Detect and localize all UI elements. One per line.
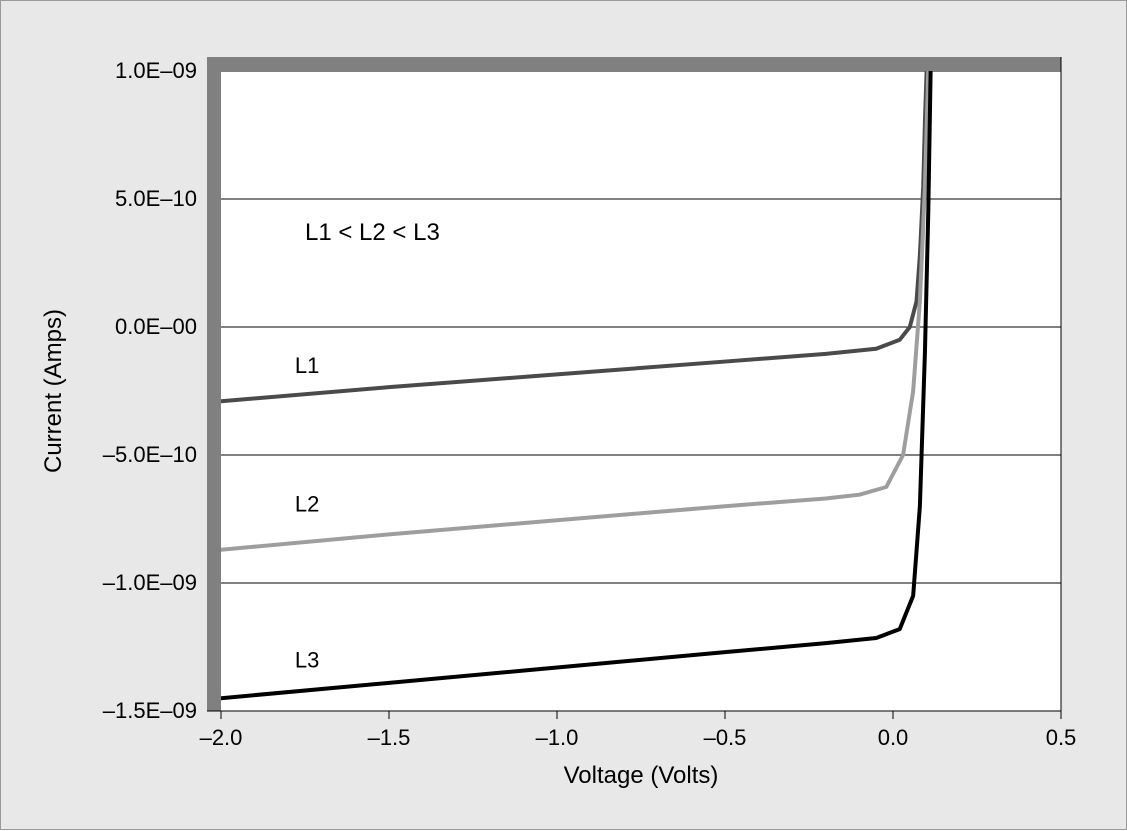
annotation-text: L1 < L2 < L3 — [305, 219, 440, 246]
y-tick-label: 5.0E–10 — [115, 186, 197, 211]
y-tick-label: 0.0E–00 — [115, 314, 197, 339]
x-tick-label: –0.5 — [704, 725, 747, 750]
x-tick-label: –1.0 — [536, 725, 579, 750]
y-tick-label: –1.5E–09 — [103, 698, 197, 723]
series-label-l1: L1 — [295, 353, 319, 378]
y-axis-label: Current (Amps) — [40, 309, 67, 473]
x-tick-label: –2.0 — [200, 725, 243, 750]
x-axis-label: Voltage (Volts) — [564, 762, 719, 789]
series-label-l2: L2 — [295, 491, 319, 516]
chart-container: –1.5E–09 –1.0E–09 –5.0E–10 0.0E–00 5.0E–10 1.… — [0, 0, 1127, 830]
y-tick-label: –1.0E–09 — [103, 570, 197, 595]
y-tick-label: –5.0E–10 — [103, 442, 197, 467]
series-label-l3: L3 — [295, 647, 319, 672]
y-tick-label: 1.0E–09 — [115, 58, 197, 83]
x-tick-label: 0.0 — [878, 725, 909, 750]
x-tick-label: –1.5 — [368, 725, 411, 750]
x-tick-label: 0.5 — [1046, 725, 1077, 750]
iv-curve-chart: –1.5E–09 –1.0E–09 –5.0E–10 0.0E–00 5.0E–10 1.… — [1, 1, 1127, 831]
